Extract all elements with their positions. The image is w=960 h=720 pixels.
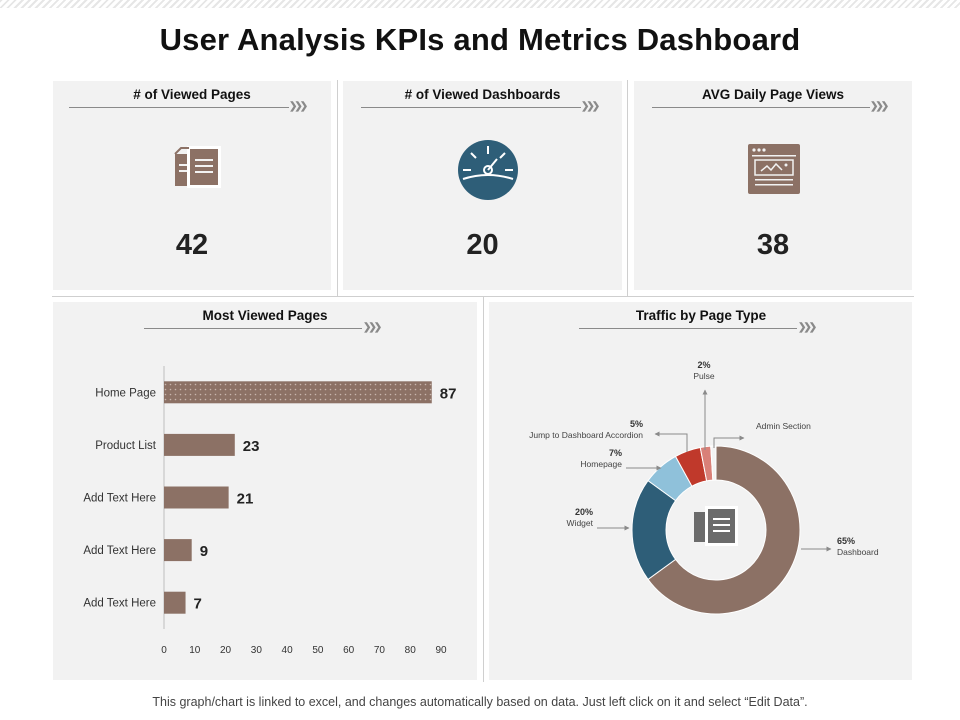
category-label: Add Text Here bbox=[83, 493, 156, 505]
x-tick-label: 10 bbox=[189, 645, 201, 656]
chevrons-icon: ❯❯❯ bbox=[363, 322, 382, 333]
data-label: 21 bbox=[237, 491, 254, 508]
category-label: Add Text Here bbox=[83, 545, 156, 557]
icon-part bbox=[713, 530, 730, 532]
data-label: 23 bbox=[243, 438, 260, 455]
x-tick-label: 60 bbox=[343, 645, 355, 656]
leader-line bbox=[654, 431, 688, 452]
title-underline bbox=[361, 107, 581, 108]
most-viewed-pages-panel: Most Viewed Pages ❯❯❯ 0 10 20 30 40 50 60 70 80 9… bbox=[53, 302, 477, 680]
icon-part bbox=[713, 524, 730, 526]
documents-icon bbox=[174, 146, 221, 188]
kpi-card-avg-daily-views: AVG Daily Page Views ❯❯❯ 38 bbox=[634, 81, 912, 290]
bar bbox=[164, 486, 229, 509]
x-tick-label: 0 bbox=[161, 645, 167, 656]
chevrons-icon: ❯❯❯ bbox=[798, 322, 817, 333]
kpi-label: # of Viewed Pages bbox=[133, 87, 251, 102]
traffic-by-page-type-panel: Traffic by Page Type ❯❯❯ 65% Dashboard 20%… bbox=[489, 302, 912, 680]
x-tick-label: 80 bbox=[405, 645, 417, 656]
slice-percent: 65% bbox=[837, 536, 855, 546]
speedometer-icon bbox=[458, 140, 518, 200]
slice-percent: 7% bbox=[609, 448, 622, 458]
x-tick-label: 50 bbox=[312, 645, 324, 656]
slice-percent: 2% bbox=[697, 360, 710, 370]
page-title: User Analysis KPIs and Metrics Dashboard bbox=[159, 22, 801, 57]
documents-icon bbox=[694, 506, 738, 546]
donut-slice bbox=[647, 445, 801, 615]
data-label: 9 bbox=[200, 543, 208, 560]
title-underline bbox=[652, 107, 870, 108]
top-stripe bbox=[0, 0, 960, 8]
bar bbox=[164, 381, 432, 404]
kpi-card-viewed-dashboards: # of Viewed Dashboards ❯❯❯ 20 bbox=[343, 81, 622, 290]
title-underline bbox=[144, 328, 362, 329]
bar-chart: 0 10 20 30 40 50 60 70 80 90 Home Page 87 Product Li… bbox=[83, 366, 457, 656]
footer-note: This graph/chart is linked to excel, and… bbox=[152, 695, 808, 709]
divider bbox=[483, 296, 484, 682]
x-tick-label: 70 bbox=[374, 645, 386, 656]
browser-window-icon bbox=[748, 144, 800, 194]
kpi-card-viewed-pages: # of Viewed Pages ❯❯❯ 42 bbox=[53, 81, 331, 290]
kpi-label: AVG Daily Page Views bbox=[701, 87, 845, 102]
bar bbox=[164, 591, 186, 614]
donut-chart: 65%Dashboard 20%Widget 7%Homepage 5%Jump to… bbox=[529, 360, 879, 615]
category-label: Product List bbox=[95, 440, 157, 452]
title-underline bbox=[579, 328, 797, 329]
bar bbox=[164, 433, 235, 456]
slice-label: Jump to Dashboard Accordion bbox=[529, 430, 643, 440]
divider bbox=[337, 80, 338, 296]
x-tick-label: 40 bbox=[282, 645, 294, 656]
bar bbox=[164, 539, 192, 562]
divider bbox=[627, 80, 628, 296]
category-label: Home Page bbox=[95, 387, 156, 399]
kpi-value: 42 bbox=[175, 229, 209, 261]
x-tick-label: 30 bbox=[251, 645, 263, 656]
slice-percent: 5% bbox=[630, 419, 643, 429]
panel-title: Traffic by Page Type bbox=[635, 308, 767, 323]
slice-label: Pulse bbox=[693, 371, 715, 381]
slice-percent: 20% bbox=[575, 507, 593, 517]
slice-label: Widget bbox=[567, 518, 594, 528]
kpi-value: 20 bbox=[466, 229, 499, 261]
title-underline bbox=[69, 107, 289, 108]
data-label: 7 bbox=[194, 596, 202, 613]
leader-line bbox=[713, 435, 745, 448]
x-tick-label: 20 bbox=[220, 645, 232, 656]
kpi-label: # of Viewed Dashboards bbox=[404, 87, 561, 102]
data-label: 87 bbox=[440, 385, 457, 402]
chevrons-icon: ❯❯❯ bbox=[289, 101, 308, 112]
panel-title: Most Viewed Pages bbox=[202, 308, 328, 323]
slice-label: Dashboard bbox=[837, 547, 879, 557]
slice-label: Homepage bbox=[580, 459, 622, 469]
x-tick-label: 90 bbox=[435, 645, 447, 656]
kpi-value: 38 bbox=[756, 229, 790, 261]
chevrons-icon: ❯❯❯ bbox=[870, 101, 889, 112]
slice-label: Admin Section bbox=[756, 421, 811, 431]
icon-part bbox=[713, 518, 730, 520]
category-label: Add Text Here bbox=[83, 598, 156, 610]
chevrons-icon: ❯❯❯ bbox=[581, 101, 600, 112]
donut-slice bbox=[710, 445, 717, 481]
